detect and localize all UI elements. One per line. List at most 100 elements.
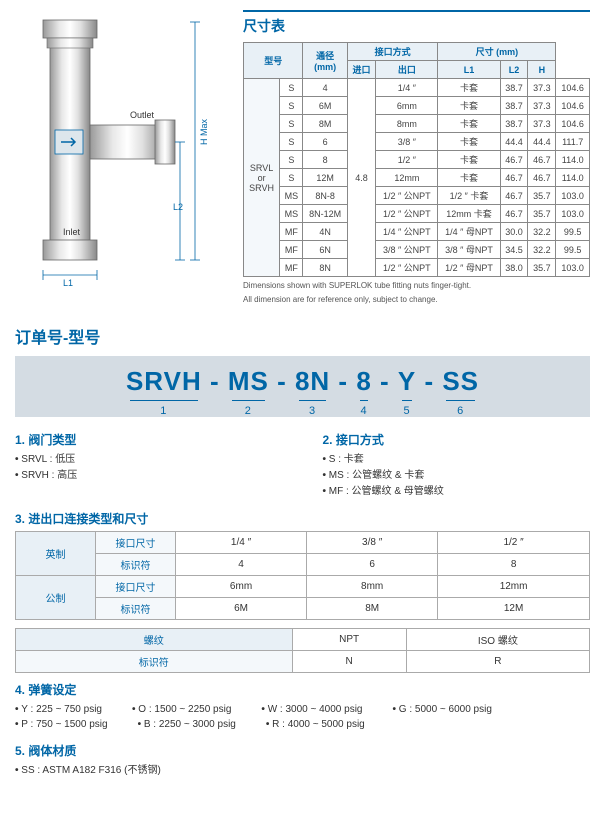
- dim-cell: S: [280, 115, 303, 133]
- dim-cell: 1/4 ″ 公NPT: [376, 223, 438, 241]
- dim-cell: 44.4: [500, 133, 528, 151]
- order-band: SRVH - MS - 8N - 8 - Y - SS: [15, 356, 590, 417]
- spring-item: W : 3000 ~ 4000 psig: [261, 704, 362, 715]
- table-note1: Dimensions shown with SUPERLOK tube fitt…: [243, 281, 590, 291]
- sec4-title: 4. 弹簧设定: [15, 681, 590, 698]
- thread-table: 螺纹 NPT ISO 螺纹 标识符 N R: [15, 628, 590, 673]
- dim-cell: MF: [280, 223, 303, 241]
- dim-cell: 卡套: [438, 151, 500, 169]
- order-seg-2: MS: [228, 366, 269, 401]
- th-l2: L2: [500, 61, 528, 79]
- dim-cell: S: [280, 97, 303, 115]
- order-seg-1: SRVH: [126, 366, 202, 401]
- dim-cell: 6mm: [376, 97, 438, 115]
- sec1-items: SRVL : 低压SRVH : 高压: [15, 452, 283, 484]
- metric-label: 公制: [16, 575, 96, 619]
- dim-cell: 3/8 ″ 母NPT: [438, 241, 500, 259]
- order-dash: -: [202, 366, 228, 396]
- dim-table-title: 尺寸表: [243, 10, 590, 36]
- order-code: SRVH - MS - 8N - 8 - Y - SS: [15, 366, 590, 401]
- dim-cell: 12M: [303, 169, 347, 187]
- dim-cell: 8: [303, 151, 347, 169]
- dim-cell: 32.2: [528, 241, 556, 259]
- met-s2: 12mm: [438, 575, 590, 597]
- dim-cell: 卡套: [438, 133, 500, 151]
- thr-t0: NPT: [292, 628, 406, 650]
- spring-item: Y : 225 ~ 750 psig: [15, 704, 102, 715]
- thr-c0: N: [292, 650, 406, 672]
- thr-c1: R: [406, 650, 589, 672]
- th-size: 尺寸 (mm): [438, 43, 556, 61]
- dim-cell: 35.7: [528, 205, 556, 223]
- met-c2: 12M: [438, 597, 590, 619]
- order-dash: -: [416, 366, 442, 396]
- dim-cell: 111.7: [556, 133, 590, 151]
- dim-cell: 38.0: [500, 259, 528, 277]
- dim-cell: 8M: [303, 115, 347, 133]
- ident-label: 标识符: [96, 553, 176, 575]
- dim-cell: MF: [280, 259, 303, 277]
- imp-c0: 4: [176, 553, 307, 575]
- spring-item: O : 1500 ~ 2250 psig: [132, 704, 231, 715]
- dim-cell: 1/2 ″ 卡套: [438, 187, 500, 205]
- dim-cell: 38.7: [500, 79, 528, 97]
- th-inlet: 进口: [347, 61, 375, 79]
- ident-label3: 标识符: [16, 650, 293, 672]
- order-seg-6: SS: [442, 366, 479, 401]
- bore-val: 4.8: [347, 79, 375, 277]
- dim-cell: 1/2 ″ 母NPT: [438, 259, 500, 277]
- order-dash: -: [372, 366, 398, 396]
- met-c1: 8M: [307, 597, 438, 619]
- met-c0: 6M: [176, 597, 307, 619]
- sec2-title: 2. 接口方式: [323, 431, 591, 448]
- dim-cell: 46.7: [500, 169, 528, 187]
- dim-cell: S: [280, 133, 303, 151]
- dim-cell: 8N-8: [303, 187, 347, 205]
- dim-cell: 8N-12M: [303, 205, 347, 223]
- size-table-1: 英制 接口尺寸 1/4 ″ 3/8 ″ 1/2 ″ 标识符 4 6 8 公制 接…: [15, 531, 590, 620]
- dim-cell: 38.7: [500, 97, 528, 115]
- imperial-label: 英制: [16, 531, 96, 575]
- th-h: H: [528, 61, 556, 79]
- dim-cell: 卡套: [438, 115, 500, 133]
- dim-cell: 3/8 ″: [376, 133, 438, 151]
- dim-cell: 103.0: [556, 205, 590, 223]
- dim-cell: 30.0: [500, 223, 528, 241]
- dim-cell: 1/4 ″: [376, 79, 438, 97]
- spring-item: P : 750 ~ 1500 psig: [15, 719, 108, 730]
- sec2-items: S : 卡套MS : 公管螺纹 & 卡套MF : 公管螺纹 & 母管螺纹: [323, 452, 591, 500]
- list-item: SRVL : 低压: [15, 452, 283, 468]
- valve-diagram: H Max L2 L1 Outlet Inlet: [15, 10, 235, 290]
- model-group: SRVL or SRVH: [244, 79, 280, 277]
- th-model: 型号: [244, 43, 303, 79]
- dim-cell: MS: [280, 205, 303, 223]
- dim-cell: 32.2: [528, 223, 556, 241]
- portsize-label2: 接口尺寸: [96, 575, 176, 597]
- th-conn: 接口方式: [347, 43, 438, 61]
- dim-hmax: H Max: [199, 118, 209, 145]
- dim-l1: L1: [63, 278, 73, 288]
- dim-cell: 37.3: [528, 115, 556, 133]
- dim-cell: 104.6: [556, 97, 590, 115]
- thread-label: 螺纹: [16, 628, 293, 650]
- order-seg-5: Y: [398, 366, 416, 401]
- list-item: MS : 公管螺纹 & 卡套: [323, 468, 591, 484]
- thr-t1: ISO 螺纹: [406, 628, 589, 650]
- spring-item: G : 5000 ~ 6000 psig: [392, 704, 491, 715]
- label-outlet: Outlet: [130, 110, 155, 120]
- list-item: SRVH : 高压: [15, 468, 283, 484]
- dim-cell: S: [280, 151, 303, 169]
- dim-cell: 99.5: [556, 241, 590, 259]
- dim-cell: 1/2 ″ 公NPT: [376, 187, 438, 205]
- imp-s0: 1/4 ″: [176, 531, 307, 553]
- dim-cell: 6N: [303, 241, 347, 259]
- th-bore: 通径 (mm): [303, 43, 347, 79]
- dim-cell: 35.7: [528, 187, 556, 205]
- dim-cell: 46.7: [500, 151, 528, 169]
- list-item: S : 卡套: [323, 452, 591, 468]
- dim-cell: 44.4: [528, 133, 556, 151]
- dim-cell: 1/4 ″ 母NPT: [438, 223, 500, 241]
- dim-cell: 4N: [303, 223, 347, 241]
- dim-cell: 46.7: [528, 169, 556, 187]
- dim-cell: 8mm: [376, 115, 438, 133]
